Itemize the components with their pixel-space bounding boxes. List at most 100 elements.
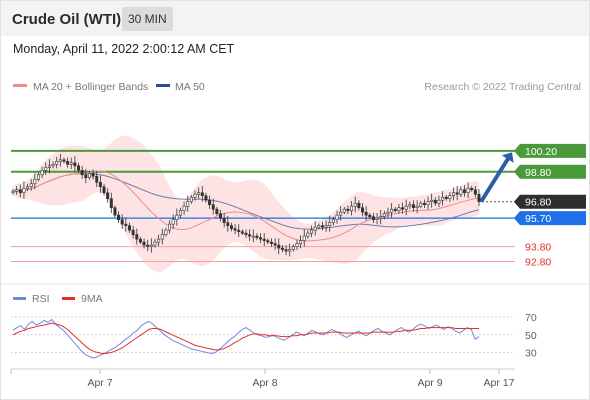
- ma20-line: [12, 170, 480, 242]
- candle-body: [299, 240, 303, 244]
- candle-body: [77, 165, 81, 171]
- level-tag-100-20: [514, 143, 586, 158]
- rsi-ma-legend-label: 9MA: [81, 293, 103, 305]
- candle-body: [350, 205, 354, 211]
- candle-body: [229, 225, 233, 229]
- candle-body: [47, 165, 51, 168]
- forecast-arrow: [480, 152, 514, 203]
- candle-body: [102, 186, 106, 194]
- candle-body: [266, 240, 270, 243]
- forecast-arrow-shaft: [480, 157, 510, 203]
- candle-body: [324, 225, 328, 228]
- candle-body: [462, 189, 466, 194]
- candle-body: [320, 225, 324, 228]
- candle-body: [444, 196, 448, 200]
- credit-text: Research © 2022 Trading Central: [424, 81, 581, 93]
- candle-body: [98, 181, 102, 188]
- level-label-93-80: 93.80: [525, 242, 551, 254]
- rsi-ma-line: [12, 322, 479, 354]
- candle-body: [251, 235, 255, 238]
- bollinger-bands: [13, 135, 479, 273]
- candle-body: [237, 229, 241, 232]
- candle-body: [262, 238, 266, 241]
- candle-body: [211, 204, 215, 210]
- interval-badge[interactable]: 30 MIN: [122, 7, 173, 31]
- candle-body: [15, 189, 19, 192]
- ma50-legend-label: MA 50: [175, 81, 205, 93]
- candle-body: [200, 192, 204, 197]
- candle-body: [313, 226, 317, 231]
- candle-body: [197, 192, 201, 195]
- candle-body: [331, 219, 335, 223]
- candle-body: [441, 196, 445, 201]
- rsi-legend-label: RSI: [32, 293, 50, 305]
- x-tick-label: Apr 17: [484, 377, 515, 389]
- candle-body: [404, 205, 408, 210]
- candle-body: [397, 207, 401, 211]
- candle-body: [357, 202, 361, 208]
- candle-body: [117, 214, 121, 220]
- level-label-95-70: 95.70: [525, 213, 551, 225]
- candle-body: [317, 225, 321, 228]
- candle-body: [248, 234, 252, 237]
- candle-body: [448, 195, 452, 200]
- candle-body: [135, 234, 139, 240]
- candle-body: [240, 231, 244, 234]
- candle-body: [95, 175, 99, 183]
- x-tick-label: Apr 8: [252, 377, 277, 389]
- candle-body: [51, 164, 55, 167]
- candle-body: [226, 222, 230, 226]
- candle-body: [382, 213, 386, 217]
- candle-body: [426, 201, 430, 206]
- candle-body: [58, 159, 62, 162]
- timestamp: Monday, April 11, 2022 2:00:12 AM CET: [13, 42, 235, 56]
- candle-body: [157, 238, 161, 243]
- candle-body: [433, 199, 437, 204]
- candle-body: [80, 169, 84, 176]
- candle-body: [346, 208, 350, 211]
- candle-body: [259, 237, 263, 240]
- candle-body: [393, 208, 397, 211]
- candle-body: [452, 192, 456, 197]
- rsi-legend-swatch: [13, 297, 26, 300]
- candle-body: [328, 222, 332, 226]
- candle-body: [339, 211, 343, 216]
- candle-body: [146, 244, 150, 247]
- candle-body: [138, 238, 142, 243]
- candle-body: [124, 223, 128, 226]
- candle-body: [306, 232, 310, 237]
- candle-body: [178, 210, 182, 216]
- candle-body: [171, 219, 175, 225]
- candle-body: [215, 208, 219, 214]
- candle-body: [36, 174, 40, 180]
- candle-body: [419, 202, 423, 207]
- instrument-title: Crude Oil (WTI): [12, 11, 122, 28]
- candle-body: [386, 211, 390, 214]
- x-axis: Apr 7 Apr 8 Apr 9 Apr 17: [10, 368, 515, 389]
- candle-body: [55, 161, 59, 165]
- candle-body: [364, 211, 368, 216]
- rsi-line: [12, 318, 480, 359]
- level-tag-96-80: [514, 194, 586, 209]
- candle-body: [175, 214, 179, 220]
- candle-body: [437, 199, 441, 204]
- candle-body: [455, 192, 459, 195]
- candle-body: [342, 208, 346, 213]
- candle-body: [284, 249, 288, 252]
- candle-body: [390, 208, 394, 213]
- candle-body: [222, 217, 226, 223]
- candle-body: [302, 235, 306, 241]
- candle-body: [335, 214, 339, 220]
- candle-body: [295, 243, 299, 247]
- candle-body: [44, 167, 48, 171]
- candle-body: [128, 225, 132, 231]
- candle-body: [269, 241, 273, 244]
- candle-body: [288, 249, 292, 252]
- candle-body: [233, 228, 237, 231]
- candle-body: [375, 217, 379, 220]
- candle-body: [310, 229, 314, 234]
- candlesticks: [11, 153, 481, 257]
- candle-body: [149, 244, 153, 247]
- candle-body: [40, 169, 44, 176]
